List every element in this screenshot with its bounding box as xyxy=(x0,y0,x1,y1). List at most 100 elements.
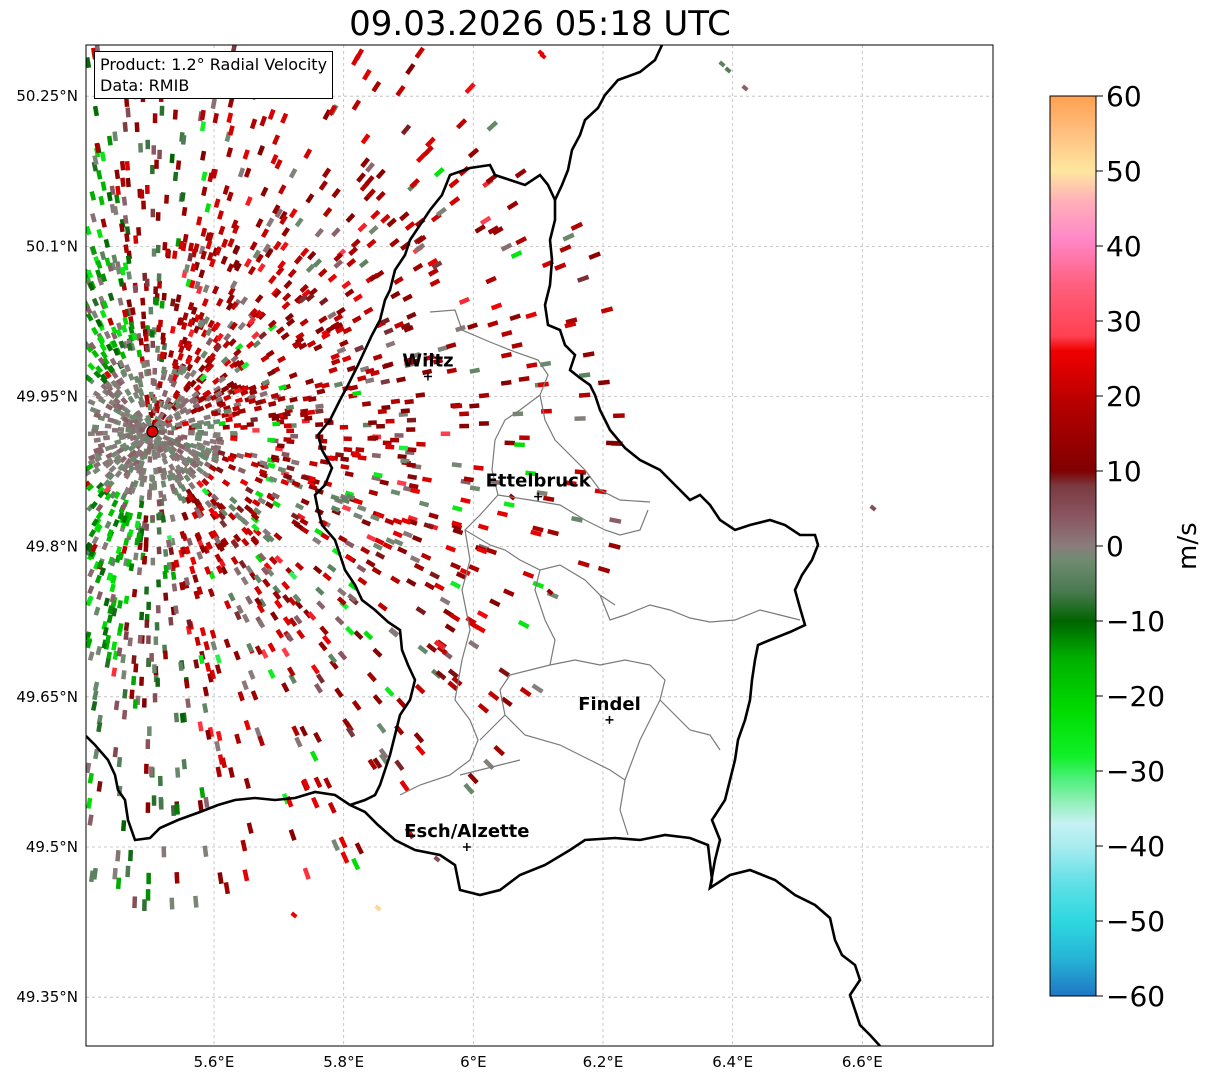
radar-gate xyxy=(173,303,180,312)
radar-gate xyxy=(309,750,319,762)
radar-gate xyxy=(123,471,132,480)
radar-gate xyxy=(467,147,480,159)
radar-gate xyxy=(376,722,387,734)
radar-gate xyxy=(209,168,217,179)
radar-gate xyxy=(233,566,242,576)
radar-gate xyxy=(155,451,162,459)
radar-gate xyxy=(408,358,419,366)
radar-gate xyxy=(174,436,182,444)
radar-gate xyxy=(142,555,148,564)
radar-gate xyxy=(414,242,426,253)
radar-gate xyxy=(232,405,241,412)
radar-gate xyxy=(94,142,101,153)
radar-gate xyxy=(300,474,310,481)
radar-gate xyxy=(357,576,368,586)
radar-gate xyxy=(288,617,298,628)
radar-gate xyxy=(187,329,195,338)
radar-gate xyxy=(241,526,250,536)
radar-gate xyxy=(104,444,113,452)
radar-gate xyxy=(600,306,614,314)
radar-gate xyxy=(435,206,447,217)
radar-gate xyxy=(199,544,207,554)
radar-gate xyxy=(120,177,126,188)
radar-gate xyxy=(227,592,236,602)
radar-gate xyxy=(202,440,211,446)
radar-gate xyxy=(260,354,270,363)
radar-gate xyxy=(222,340,231,349)
radar-gate xyxy=(119,442,128,450)
radar-gate xyxy=(245,340,255,350)
radar-gate xyxy=(132,699,138,709)
radar-gate xyxy=(104,380,113,390)
radar-gate xyxy=(125,255,132,265)
radar-gate xyxy=(414,683,426,695)
radar-gate xyxy=(400,322,411,330)
radar-gate xyxy=(101,430,108,436)
radar-gate xyxy=(281,580,291,591)
radar-gate xyxy=(201,186,208,197)
radar-gate xyxy=(184,340,192,349)
colorbar-tick-label: 10 xyxy=(1106,455,1142,488)
y-tick-label: 50.25°N xyxy=(16,87,78,105)
radar-gate xyxy=(339,339,349,348)
radar-gate xyxy=(191,511,199,520)
radar-gate xyxy=(172,171,179,182)
radar-gate xyxy=(145,447,152,455)
radar-gate xyxy=(112,403,121,411)
radar-gate xyxy=(351,857,361,871)
radar-gate xyxy=(249,307,258,317)
radar-gate xyxy=(181,759,187,770)
radar-gate xyxy=(100,383,109,391)
radar-gate xyxy=(175,767,181,778)
radar-gate xyxy=(339,424,349,430)
radar-gate xyxy=(371,80,382,93)
radar-gate xyxy=(282,616,292,626)
radar-gate xyxy=(241,537,250,547)
radar-gate xyxy=(111,607,118,617)
radar-gate xyxy=(221,479,231,487)
radar-gate xyxy=(120,396,129,405)
radar-gate xyxy=(223,638,231,649)
radar-gate xyxy=(315,586,325,596)
radar-gate xyxy=(183,679,190,689)
radar-gate xyxy=(244,486,254,495)
radar-gate xyxy=(113,407,122,415)
radar-gate xyxy=(394,759,405,772)
radar-gate xyxy=(109,203,116,214)
radar-gate xyxy=(105,403,114,411)
radar-gate xyxy=(101,300,109,310)
radar-gate xyxy=(364,175,375,186)
radar-gate xyxy=(407,447,417,453)
radar-gate xyxy=(161,457,169,465)
radar-gate xyxy=(117,297,124,306)
city-label: Esch/Alzette xyxy=(404,821,529,842)
radar-gate xyxy=(286,666,296,677)
radar-gate xyxy=(259,460,268,467)
radar-gate xyxy=(247,397,257,405)
radar-gate xyxy=(267,437,275,443)
radar-gate xyxy=(154,159,159,169)
radar-gate xyxy=(126,271,132,280)
radar-gate xyxy=(365,559,376,568)
radar-gate xyxy=(356,564,367,573)
radar-gate xyxy=(139,189,145,199)
radar-gate xyxy=(210,410,219,417)
radar-gate xyxy=(230,301,239,311)
radar-gate xyxy=(187,242,195,252)
radar-gate xyxy=(163,548,169,557)
radar-gate xyxy=(150,165,155,175)
radar-gate xyxy=(375,190,386,202)
radar-gate xyxy=(316,388,326,395)
radar-gate xyxy=(146,442,153,450)
radar-gate xyxy=(487,320,499,328)
radar-gate xyxy=(154,622,160,631)
radar-gate xyxy=(87,651,95,661)
radar-gate xyxy=(415,606,427,616)
radar-gate xyxy=(126,342,133,351)
radar-gate xyxy=(350,451,360,457)
radar-gate xyxy=(111,427,119,433)
radar-gate xyxy=(86,469,92,478)
radar-gate xyxy=(188,379,197,388)
radar-gate xyxy=(110,575,117,585)
